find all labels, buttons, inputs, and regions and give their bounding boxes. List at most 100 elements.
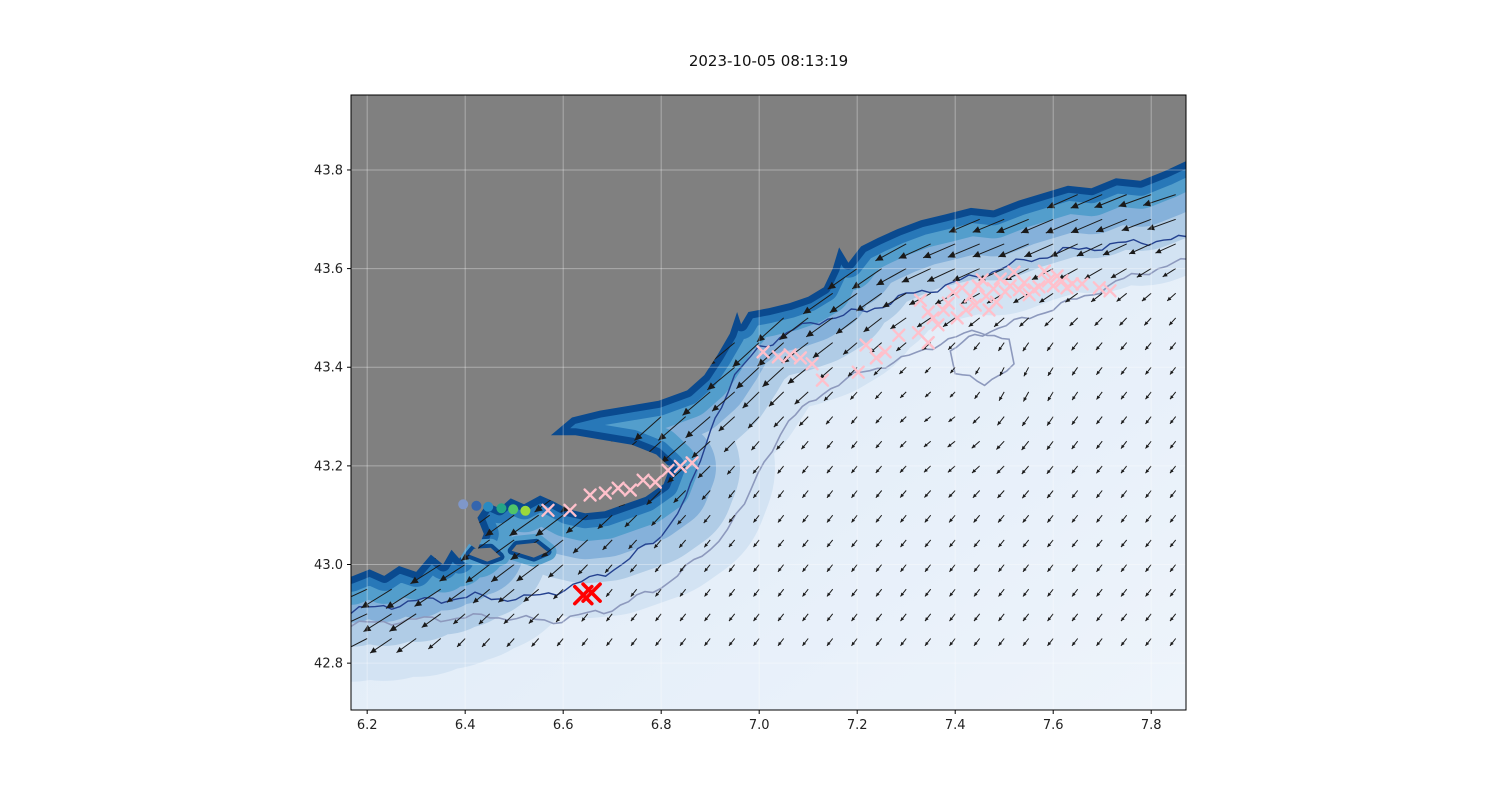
current-arrowhead — [900, 518, 905, 523]
current-arrowhead — [1145, 345, 1149, 350]
current-arrowhead — [753, 518, 758, 523]
current-arrowhead — [1145, 592, 1150, 597]
current-arrowhead — [843, 349, 849, 355]
current-arrowhead — [1071, 469, 1076, 474]
current-arrowhead — [972, 493, 977, 498]
current-arrowhead — [826, 444, 831, 449]
current-arrowhead — [389, 624, 398, 632]
current-arrowhead — [1023, 617, 1027, 622]
current-arrowhead — [655, 641, 660, 646]
current-arrowhead — [997, 421, 1002, 426]
current-arrowhead — [909, 299, 916, 305]
current-arrowhead — [465, 576, 474, 583]
current-arrowhead — [728, 518, 733, 523]
current-arrowhead — [1129, 249, 1136, 255]
current-arrowhead — [1096, 395, 1101, 400]
current-arrowhead — [1119, 321, 1124, 326]
current-arrowhead — [1046, 445, 1051, 450]
current-arrowhead — [729, 567, 733, 572]
current-arrowhead — [1145, 518, 1150, 523]
current-arrowhead — [1096, 444, 1101, 449]
current-arrowhead — [1045, 226, 1054, 234]
current-arrowhead — [1047, 371, 1052, 376]
current-arrowhead — [1147, 224, 1155, 231]
current-arrowhead — [1023, 641, 1027, 646]
current-arrowhead — [1024, 250, 1032, 257]
current-arrowhead — [900, 468, 904, 473]
current-arrowhead — [573, 547, 579, 554]
current-arrowhead — [898, 252, 907, 259]
current-arrowhead — [968, 322, 974, 327]
current-arrowhead — [1072, 543, 1076, 548]
current-arrowhead — [1170, 469, 1174, 474]
current-arrowhead — [1072, 396, 1076, 401]
current-arrowhead — [948, 493, 953, 498]
current-arrowhead — [1121, 617, 1125, 622]
current-arrowhead — [1023, 592, 1027, 597]
x-tick-label: 6.4 — [455, 718, 476, 733]
y-tick-label: 42.8 — [314, 657, 343, 672]
current-arrowhead — [900, 567, 905, 572]
current-arrowhead — [1047, 641, 1052, 646]
current-arrowhead — [925, 617, 929, 622]
current-arrowhead — [704, 641, 709, 646]
pink-x-marker — [968, 298, 982, 312]
current-arrowhead — [850, 395, 855, 400]
current-arrowhead — [1094, 201, 1103, 209]
current-arrowhead — [701, 495, 707, 500]
current-arrowhead — [578, 569, 583, 575]
current-arrowhead — [876, 567, 880, 572]
current-arrowhead — [997, 494, 1002, 498]
current-arrowhead — [523, 596, 530, 602]
x-tick-label: 7.4 — [945, 718, 966, 733]
current-arrowhead — [654, 544, 659, 549]
current-arrowhead — [748, 423, 753, 429]
current-arrowhead — [875, 444, 880, 449]
current-arrowhead — [428, 644, 434, 649]
pink-x-marker — [1046, 279, 1060, 293]
current-arrowhead — [1071, 445, 1076, 450]
current-arrowhead — [729, 641, 733, 646]
current-arrowhead — [778, 592, 782, 597]
current-arrowhead — [852, 281, 861, 289]
current-arrowhead — [999, 371, 1004, 376]
current-arrowhead — [685, 430, 694, 438]
current-arrowhead — [974, 394, 979, 399]
current-arrowhead — [1145, 419, 1150, 424]
current-arrowhead — [1021, 445, 1026, 451]
current-arrowhead — [794, 399, 800, 405]
current-arrowhead — [778, 567, 782, 572]
island — [511, 542, 548, 558]
current-arrowhead — [1091, 297, 1096, 302]
current-arrowhead — [996, 226, 1005, 234]
current-arrowhead — [658, 432, 667, 441]
current-arrowhead — [728, 494, 733, 499]
current-arrowhead — [1121, 518, 1125, 523]
current-arrowhead — [531, 642, 536, 647]
current-arrowhead — [566, 526, 574, 534]
current-arrowhead — [673, 497, 679, 503]
current-arrowhead — [923, 443, 928, 447]
current-arrowhead — [1071, 420, 1076, 425]
current-arrowhead — [753, 617, 758, 622]
current-arrowhead — [1096, 617, 1101, 622]
current-arrowhead — [975, 370, 979, 375]
current-arrowhead — [1102, 249, 1110, 256]
current-arrowhead — [363, 624, 372, 632]
current-arrowhead — [999, 396, 1003, 401]
current-arrowhead — [927, 275, 935, 282]
current-arrowhead — [949, 617, 954, 622]
current-arrowhead — [606, 592, 610, 597]
current-arrowhead — [994, 322, 999, 327]
current-arrowhead — [827, 518, 831, 523]
current-arrowhead — [1022, 494, 1027, 499]
red-x-marker — [581, 582, 602, 603]
current-arrowhead — [1096, 567, 1101, 572]
current-arrowhead — [1141, 297, 1147, 302]
current-arrowhead — [851, 493, 856, 498]
current-arrowhead — [1121, 641, 1125, 646]
current-arrowhead — [1096, 518, 1101, 523]
current-arrowhead — [949, 393, 954, 398]
current-arrowhead — [630, 617, 635, 622]
current-arrowhead — [972, 226, 981, 233]
